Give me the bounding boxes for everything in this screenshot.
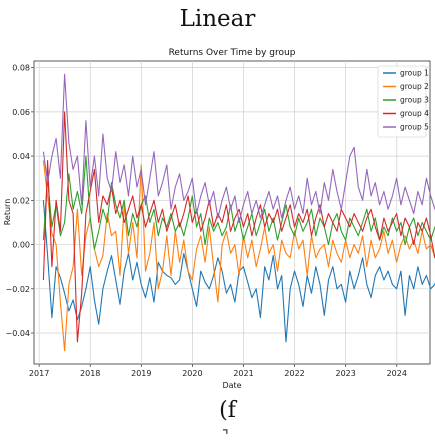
caption-fragment-mark: ⌝ [222, 428, 229, 444]
y-tick-label: 0.08 [12, 64, 30, 73]
x-tick-label: 2020 [182, 369, 202, 378]
legend-label: group 1 [400, 69, 429, 78]
y-tick-label: −0.04 [5, 329, 30, 338]
legend: group 1 group 2 group 3 group 4 group 5 [377, 65, 429, 138]
legend-box [377, 65, 427, 138]
legend-label: group 4 [400, 109, 429, 118]
series-line-group-5 [42, 73, 435, 224]
x-tick-label: 2022 [284, 369, 304, 378]
series-lines [42, 73, 435, 352]
x-tick-label: 2024 [387, 369, 407, 378]
legend-label: group 2 [400, 82, 429, 91]
y-tick-label: 0.00 [12, 241, 30, 250]
series-line-group-2 [42, 160, 435, 352]
series-line-group-1 [42, 200, 435, 343]
series-line-group-3 [42, 155, 435, 250]
y-tick-label: 0.06 [12, 108, 30, 117]
y-axis-label: Return [3, 199, 12, 226]
y-tick-label: 0.04 [12, 152, 30, 161]
figure-caption-bottom: (f [219, 398, 236, 423]
figure-caption-top: Linear [179, 6, 256, 32]
x-tick-label: 2019 [131, 369, 151, 378]
series-line-group-4 [42, 111, 435, 343]
chart-title: Returns Over Time by group [169, 48, 296, 58]
y-tick-label: −0.02 [5, 285, 30, 294]
x-tick-label: 2017 [29, 369, 49, 378]
legend-label: group 5 [400, 123, 429, 132]
x-axis-label: Date [222, 381, 241, 390]
returns-line-chart: 2017 2018 2019 2020 2021 2022 2023 2024 −0.04 −0.… [3, 48, 435, 390]
legend-label: group 3 [400, 96, 429, 105]
grid [34, 61, 430, 364]
axis-ticks: 2017 2018 2019 2020 2021 2022 2023 2024 −0.04 −0.… [5, 64, 406, 378]
x-tick-label: 2021 [233, 369, 253, 378]
x-tick-label: 2018 [80, 369, 100, 378]
y-tick-label: 0.02 [12, 196, 30, 205]
x-tick-label: 2023 [336, 369, 356, 378]
